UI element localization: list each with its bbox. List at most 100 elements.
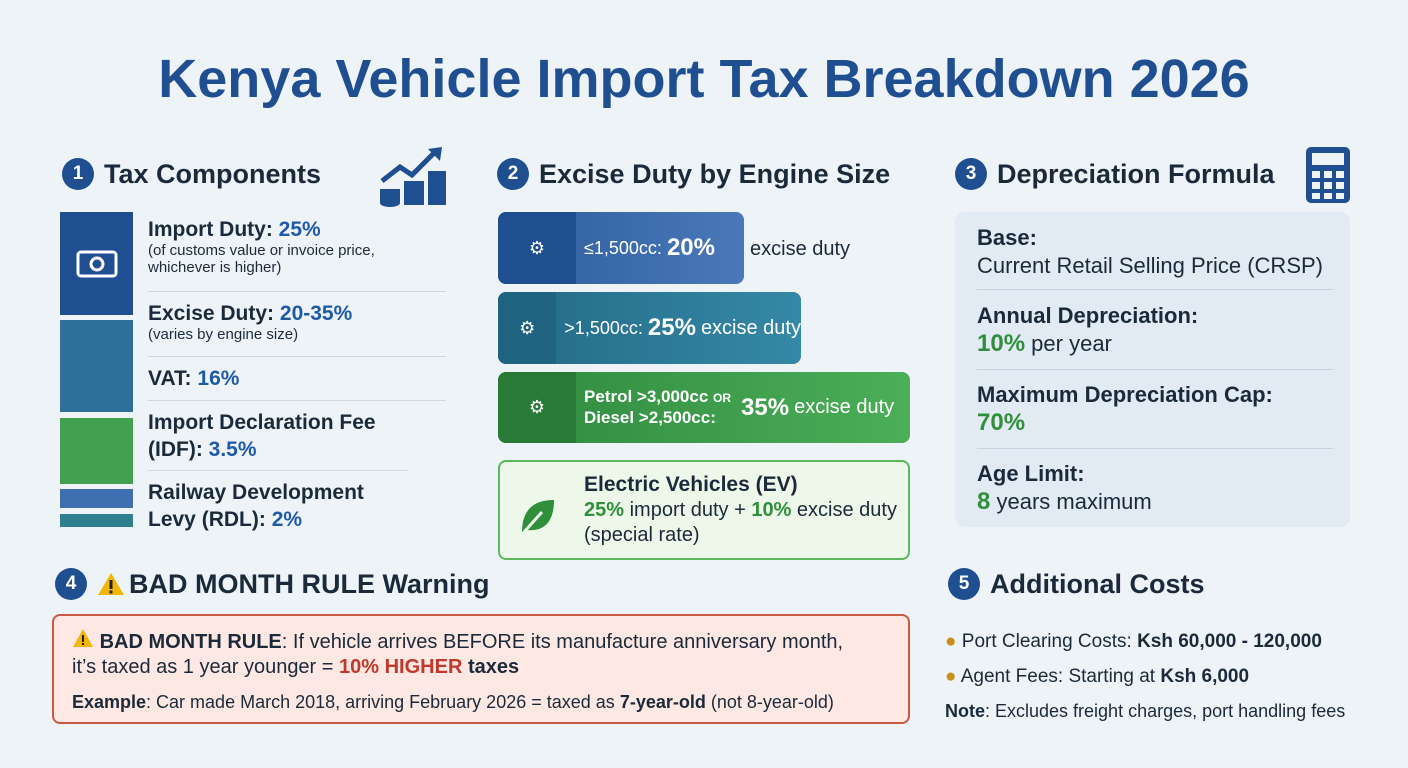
- strip-block: [60, 212, 133, 315]
- component-row: Import Declaration Fee (IDF): 3.5%: [148, 409, 408, 471]
- cost-value: Ksh 60,000 - 120,000: [1137, 631, 1322, 652]
- title: Kenya Vehicle Import Tax Breakdown 2026: [158, 49, 1250, 109]
- label: Import Declaration Fee (IDF):: [148, 411, 376, 461]
- component-row: Railway Development Levy (RDL): 2%: [148, 479, 398, 535]
- cost-value: Ksh 6,000: [1160, 666, 1250, 687]
- warning-icon: [73, 629, 93, 647]
- dep-row: Maximum Depreciation Cap: 70%: [977, 381, 1333, 449]
- ev-text: excise duty (special rate): [584, 499, 897, 546]
- strip-block: [60, 320, 133, 412]
- band-rate: 20%: [666, 234, 715, 261]
- component-row: VAT: 16%: [148, 367, 446, 401]
- band-suffix: excise duty: [700, 316, 801, 339]
- excise-band: ⚙ >1,500cc: 25% excise duty: [498, 292, 801, 364]
- heading-text: Depreciation Formula: [997, 158, 1275, 189]
- strip-block: [60, 489, 133, 508]
- engine-icon: ⚙: [498, 212, 576, 284]
- additional-list: ● Port Clearing Costs: Ksh 60,000 - 120,…: [945, 624, 1405, 729]
- excise-band: ⚙ Petrol >3,000cc OR Diesel >2,500cc: 35% …: [498, 372, 910, 443]
- value: 20-35%: [279, 302, 353, 325]
- example-label: Example: [72, 692, 147, 712]
- ev-heading: Electric Vehicles (EV): [584, 473, 798, 496]
- label: Age Limit:: [977, 461, 1085, 486]
- rule-highlight: 10% HIGHER: [339, 656, 463, 678]
- label: Railway Development Levy (RDL):: [148, 481, 364, 531]
- section-heading: 2 Excise Duty by Engine Size: [497, 158, 890, 190]
- example-text: : Car made March 2018, arriving February…: [146, 692, 615, 712]
- label: Excise Duty:: [148, 302, 275, 325]
- rule-suffix: taxes: [467, 656, 520, 678]
- band-label: Diesel >2,500cc:: [584, 408, 716, 427]
- dep-row: Age Limit: 8 years maximum: [977, 460, 1333, 520]
- chart-icon: [380, 147, 446, 207]
- value: 16%: [197, 367, 240, 390]
- calculator-icon: [1306, 147, 1350, 203]
- band-label: ≤1,500cc:: [584, 237, 662, 258]
- ev-rate: 10%: [751, 499, 792, 521]
- section-number: 3: [955, 158, 987, 190]
- example-bold: 7-year-old: [619, 692, 706, 712]
- value: 8: [977, 488, 991, 515]
- strip-block: [60, 514, 133, 527]
- ev-text: import duty +: [629, 499, 746, 521]
- band-rate: 25%: [647, 314, 696, 341]
- warning-box: BAD MONTH RULE: If vehicle arrives BEFOR…: [52, 614, 910, 724]
- text: per year: [1031, 331, 1112, 356]
- warning-icon: [98, 573, 124, 595]
- note: (of customs value or invoice price, whic…: [148, 242, 375, 276]
- leaf-icon: [522, 500, 554, 534]
- band-label: Petrol >3,000cc: [584, 387, 709, 406]
- value: 2%: [271, 508, 303, 531]
- heading-text: Excise Duty by Engine Size: [539, 158, 891, 189]
- label: Base:: [977, 225, 1037, 250]
- strip-block: [60, 418, 133, 484]
- band-rate: 35%: [741, 393, 790, 421]
- money-icon: [76, 250, 118, 278]
- band-suffix: excise duty: [794, 396, 895, 418]
- text: Current Retail Selling Price (CRSP): [977, 253, 1323, 278]
- rule-text: : If vehicle arrives BEFORE its manufact…: [72, 631, 844, 678]
- band-suffix: excise duty: [750, 238, 851, 260]
- label: Import Duty:: [148, 218, 273, 241]
- band-or: OR: [713, 391, 732, 405]
- heading-text: Additional Costs: [990, 568, 1205, 599]
- section-number: 5: [948, 568, 980, 600]
- cost-label: Port Clearing Costs:: [961, 631, 1132, 652]
- value: 3.5%: [208, 438, 257, 461]
- section-heading: 4 BAD MONTH RULE Warning: [55, 568, 489, 600]
- example-end: (not 8-year-old): [710, 692, 834, 712]
- section-number: 4: [55, 568, 87, 600]
- excise-band: ⚙ ≤1,500cc: 20%: [498, 212, 744, 284]
- section-heading: 5 Additional Costs: [948, 568, 1205, 600]
- section-number: 1: [62, 158, 94, 190]
- note: (varies by engine size): [148, 326, 299, 343]
- engine-icon: ⚙: [498, 292, 557, 364]
- component-row: Excise Duty: 20-35% (varies by engine siz…: [148, 302, 446, 357]
- note-text: : Excludes freight charges, port handlin…: [985, 701, 1346, 721]
- section-heading: 1 Tax Components: [62, 158, 321, 190]
- section-number: 2: [497, 158, 529, 190]
- value: 10%: [977, 330, 1026, 357]
- section-heading: 3 Depreciation Formula: [955, 158, 1275, 190]
- note: Note: Excludes freight charges, port han…: [945, 694, 1405, 729]
- value: 70%: [977, 409, 1026, 436]
- ev-rate: 25%: [584, 499, 625, 521]
- heading-text: Tax Components: [104, 158, 322, 189]
- label: Maximum Depreciation Cap:: [977, 382, 1273, 407]
- label: Annual Depreciation:: [977, 303, 1199, 328]
- heading-text: BAD MONTH RULE Warning: [129, 568, 490, 599]
- cost-item: ● Agent Fees: Starting at Ksh 6,000: [945, 666, 1250, 687]
- cost-item: ● Port Clearing Costs: Ksh 60,000 - 120,…: [945, 631, 1322, 652]
- component-row: Import Duty: 25% (of customs value or inv…: [148, 218, 446, 292]
- dep-row: Annual Depreciation: 10% per year: [977, 302, 1333, 370]
- cost-label: Agent Fees: Starting at: [960, 666, 1156, 687]
- engine-icon: ⚙: [498, 372, 576, 443]
- dep-row: Base: Current Retail Selling Price (CRSP): [977, 224, 1333, 290]
- band-label: >1,500cc:: [564, 317, 643, 338]
- label: VAT:: [148, 367, 192, 390]
- rule-label: BAD MONTH RULE: [99, 631, 282, 653]
- ev-box: Electric Vehicles (EV) 25% import duty + …: [498, 460, 910, 560]
- text: years maximum: [996, 489, 1152, 514]
- note-label: Note: [945, 701, 985, 721]
